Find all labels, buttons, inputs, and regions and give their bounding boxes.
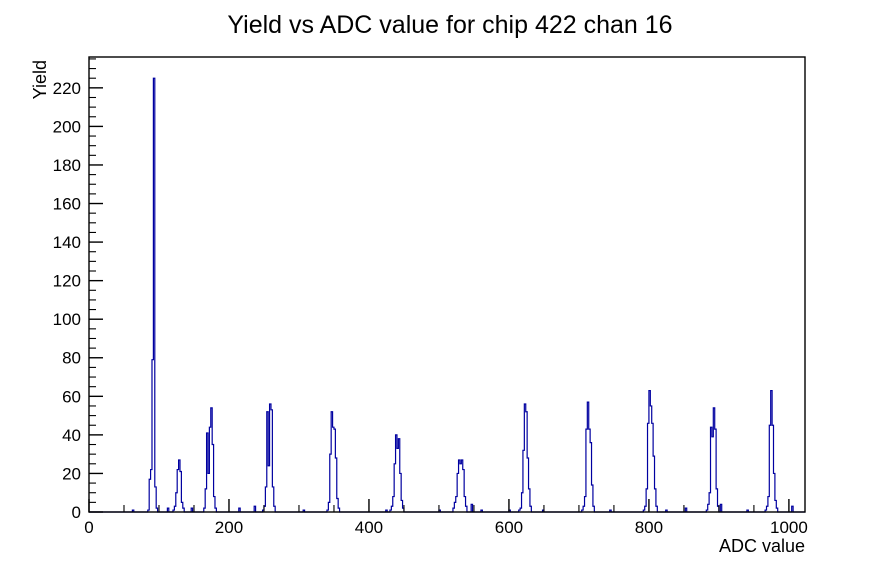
x-tick-label: 600	[495, 518, 523, 537]
y-tick-label: 80	[62, 349, 81, 368]
y-axis-title: Yield	[30, 60, 50, 99]
y-tick-label: 100	[53, 310, 81, 329]
y-tick-label: 60	[62, 387, 81, 406]
y-tick-label: 0	[72, 503, 81, 522]
x-tick-label: 800	[635, 518, 663, 537]
y-tick-label: 20	[62, 464, 81, 483]
histogram-series	[89, 77, 805, 513]
y-tick-label: 140	[53, 233, 81, 252]
y-tick-label: 220	[53, 79, 81, 98]
axis-ticks	[88, 58, 790, 513]
x-tick-label: 1000	[770, 518, 808, 537]
chart-title: Yield vs ADC value for chip 422 chan 16	[227, 11, 672, 39]
y-tick-label: 180	[53, 156, 81, 175]
x-axis-title: ADC value	[719, 536, 805, 556]
y-tick-label: 200	[53, 117, 81, 136]
x-tick-label: 200	[215, 518, 243, 537]
x-tick-label: 400	[355, 518, 383, 537]
axis-tick-labels: 0 200 400 600 800 1000 0 20 40 60 80 100 120 140 160 18…	[53, 79, 808, 537]
x-tick-label: 0	[84, 518, 93, 537]
histogram-step-line	[89, 77, 805, 513]
y-tick-label: 120	[53, 272, 81, 291]
plot-frame	[88, 56, 806, 513]
y-tick-label: 40	[62, 426, 81, 445]
y-tick-label: 160	[53, 194, 81, 213]
